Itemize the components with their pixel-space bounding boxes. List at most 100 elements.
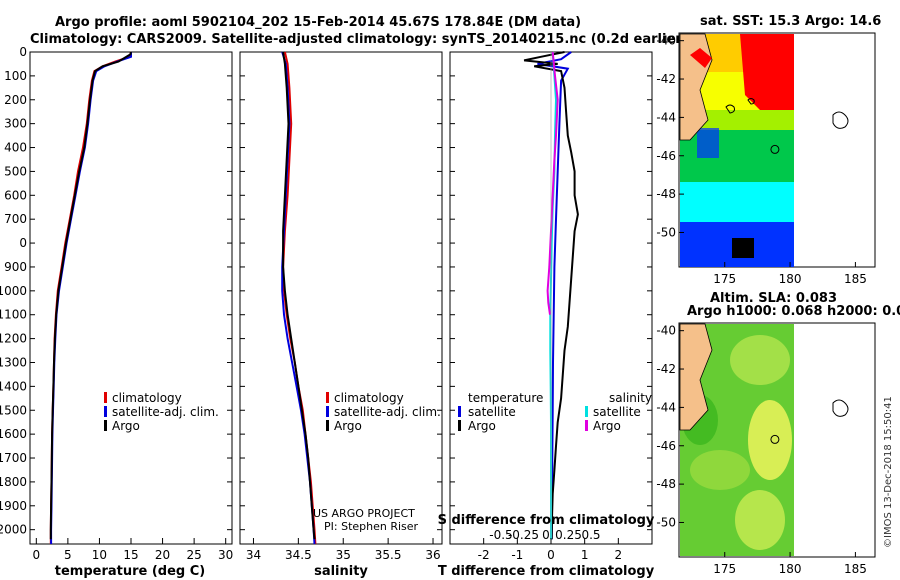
top-tick-label: -0.25	[508, 528, 539, 542]
legend-swatch-s-sat	[585, 406, 588, 417]
y-tick-label: 1500	[0, 403, 27, 417]
map-y-tick-label: -42	[656, 72, 676, 86]
legend-swatch-clim	[326, 392, 329, 403]
sst-map-panel: sat. SST: 15.3 Argo: 14.6 175 180 185 -40 -…	[656, 14, 881, 286]
sla-title-line1: Altim. SLA: 0.083	[710, 291, 837, 306]
sst-argo-marker	[770, 144, 780, 154]
x-tick-label: 30	[218, 548, 233, 562]
temperature-panel: 0 5 10 15 20 25 30 0 100 200 300 400 500 600 700 0 900 1…	[0, 45, 233, 579]
y-tick-label: 1600	[0, 427, 27, 441]
map-y-tick-label: -50	[656, 225, 676, 239]
y-tick-label: 1100	[0, 308, 27, 322]
y-tick-label: 1700	[0, 451, 27, 465]
y-tick-label: 300	[4, 117, 27, 131]
map-x-tick-label: 175	[713, 272, 736, 286]
map-y-tick-label: -48	[656, 187, 676, 201]
sst-map-title: sat. SST: 15.3 Argo: 14.6	[700, 14, 881, 29]
x-tick-label: 1	[581, 548, 589, 562]
y-tick-label: 1300	[0, 355, 27, 369]
sla-title-line2: Argo h1000: 0.068 h2000: 0.09	[687, 304, 900, 319]
x-tick-label: -1	[511, 548, 523, 562]
legend-s-argo-label: Argo	[593, 419, 621, 433]
legend-clim-label: climatology	[112, 391, 182, 405]
y-tick-label: 1400	[0, 379, 27, 393]
legend-swatch-argo	[104, 420, 107, 431]
salinity-frame	[239, 51, 443, 545]
sst-field	[679, 33, 849, 267]
sla-map-panel: Altim. SLA: 0.083 Argo h1000: 0.068 h200…	[656, 291, 900, 576]
y-tick-label: 400	[4, 141, 27, 155]
legend-swatch-clim	[104, 392, 107, 403]
map-x-tick-label: 175	[713, 562, 736, 576]
y-tick-label: 100	[4, 69, 27, 83]
map-y-tick-label: -44	[656, 110, 676, 124]
series-line-3	[546, 51, 559, 315]
legend-swatch-sat	[104, 406, 107, 417]
title-line1: Argo profile: aoml 5902104_202 15-Feb-20…	[55, 15, 581, 30]
title-line2: Climatology: CARS2009. Satellite-adjuste…	[30, 32, 688, 47]
x-tick-label: 10	[92, 548, 107, 562]
map-y-tick-label: -40	[656, 324, 676, 338]
y-tick-label: 1900	[0, 499, 27, 513]
difference-xlabel: T difference from climatology	[438, 564, 655, 579]
legend-clim-label: climatology	[334, 391, 404, 405]
legend-salinity-title: salinity	[609, 391, 652, 405]
legend-swatch-s-argo	[585, 420, 588, 431]
salinity-panel: 34 34.5 35 35.5 36 salinity climatology sate…	[239, 51, 443, 579]
y-tick-label: 200	[4, 93, 27, 107]
legend-swatch-t-argo	[458, 420, 461, 431]
legend-argo-label: Argo	[334, 419, 362, 433]
s-difference-label: S difference from climatology	[438, 513, 655, 528]
salinity-legend: climatology satellite-adj. clim. Argo	[326, 391, 441, 433]
map-y-tick-label: -44	[656, 400, 676, 414]
legend-sat-label: satellite-adj. clim.	[112, 405, 219, 419]
difference-panel: -2 -1 0 1 2 -0.5-0.25 0 0.25 0.5 T difference f…	[438, 51, 655, 579]
legend-t-sat-label: satellite	[468, 405, 516, 419]
y-tick-label: 1000	[0, 284, 27, 298]
top-tick-label: 0.5	[581, 528, 600, 542]
legend-swatch-sat	[326, 406, 329, 417]
x-tick-label: 35.5	[375, 548, 402, 562]
map-x-tick-label: 185	[844, 272, 867, 286]
top-tick-label: 0	[542, 528, 550, 542]
imos-stamp: ©IMOS 13-Dec-2018 15:50:41	[883, 396, 894, 548]
y-tick-label: 500	[4, 164, 27, 178]
x-tick-label: 0	[32, 548, 40, 562]
series-line-2	[49, 51, 132, 540]
legend-temperature-title: temperature	[468, 391, 543, 405]
map-y-tick-label: -48	[656, 477, 676, 491]
top-tick-label: 0.25	[555, 528, 582, 542]
temperature-xlabel: temperature (deg C)	[55, 564, 205, 579]
map-x-tick-label: 185	[844, 562, 867, 576]
map-x-tick-label: 180	[779, 272, 802, 286]
x-tick-label: 35	[336, 548, 351, 562]
y-tick-label: 0	[19, 236, 27, 250]
x-tick-label: 2	[615, 548, 623, 562]
difference-legend: temperature satellite Argo salinity sate…	[458, 391, 652, 433]
x-tick-label: 15	[123, 548, 138, 562]
y-tick-label: 900	[4, 260, 27, 274]
legend-argo-label: Argo	[112, 419, 140, 433]
x-tick-label: 20	[155, 548, 170, 562]
sla-field	[679, 323, 849, 556]
x-tick-label: 34	[246, 548, 261, 562]
map-x-tick-label: 180	[779, 562, 802, 576]
map-y-tick-label: -50	[656, 515, 676, 529]
legend-swatch-t-sat	[458, 406, 461, 417]
map-y-tick-label: -40	[656, 34, 676, 48]
legend-s-sat-label: satellite	[593, 405, 641, 419]
project-credit: US ARGO PROJECT	[313, 507, 415, 520]
salinity-xlabel: salinity	[314, 564, 368, 579]
x-tick-label: -2	[478, 548, 490, 562]
x-tick-label: 34.5	[285, 548, 312, 562]
pi-credit: PI: Stephen Riser	[324, 520, 419, 533]
x-tick-label: 25	[186, 548, 201, 562]
temperature-frame	[29, 51, 233, 545]
map-y-tick-label: -46	[656, 149, 676, 163]
x-tick-label: 5	[64, 548, 72, 562]
x-tick-label: 36	[425, 548, 440, 562]
y-tick-label: 2000	[0, 523, 27, 537]
map-y-tick-label: -42	[656, 362, 676, 376]
legend-t-argo-label: Argo	[468, 419, 496, 433]
